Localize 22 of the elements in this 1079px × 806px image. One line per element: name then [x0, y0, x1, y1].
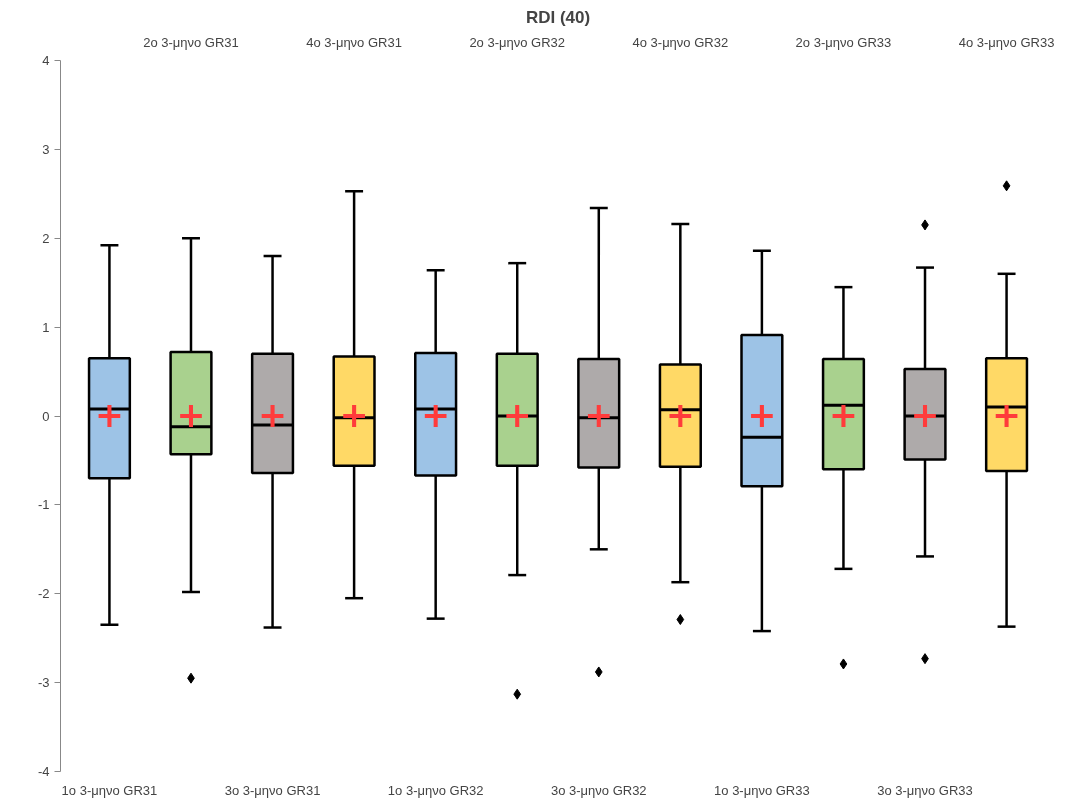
x-tick-label: 3o 3-μηνο GR33	[877, 782, 973, 798]
y-tick-label: -4	[37, 764, 50, 779]
x-tick-label: 2o 3-μηνο GR32	[469, 34, 566, 50]
x-tick-label: 2o 3-μηνο GR31	[143, 34, 239, 50]
y-tick-label: 4	[42, 53, 50, 68]
x-tick-label: 1o 3-μηνο GR33	[714, 782, 810, 798]
x-tick-label: 1o 3-μηνο GR32	[387, 782, 484, 798]
x-tick-label: 3o 3-μηνο GR31	[224, 782, 321, 798]
y-tick-label: 2	[42, 230, 50, 246]
chart-title: RDI (40)	[525, 7, 591, 27]
x-tick-label: 3o 3-μηνο GR32	[550, 782, 647, 798]
x-tick-label: 1o 3-μηνο GR31	[61, 782, 158, 798]
y-tick-label: -3	[37, 675, 50, 691]
y-tick-label: 1	[42, 319, 50, 335]
x-tick-label: 4o 3-μηνο GR31	[306, 34, 402, 50]
y-tick-label: -2	[37, 586, 50, 602]
y-tick-label: 3	[42, 141, 50, 157]
y-tick-label: 0	[42, 408, 50, 424]
y-tick-label: -1	[37, 497, 50, 513]
x-tick-label: 4o 3-μηνο GR32	[632, 34, 729, 50]
x-tick-label: 4o 3-μηνο GR33	[958, 34, 1055, 50]
x-tick-label: 2o 3-μηνο GR33	[795, 34, 892, 50]
